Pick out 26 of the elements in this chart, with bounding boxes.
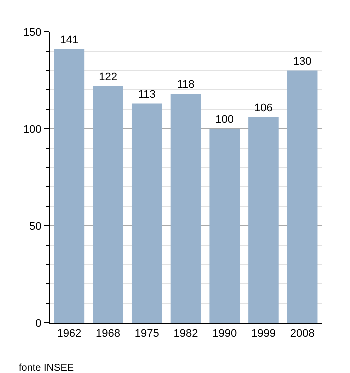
x-tick-label: 1975 bbox=[134, 328, 160, 340]
x-tick-label: 1968 bbox=[96, 328, 121, 340]
data-label: 118 bbox=[177, 79, 195, 92]
x-tick-label: 1990 bbox=[212, 328, 238, 340]
data-label: 122 bbox=[99, 71, 118, 84]
bar bbox=[170, 94, 202, 323]
bar bbox=[93, 86, 124, 323]
data-label: 130 bbox=[293, 56, 312, 68]
bar bbox=[210, 129, 240, 323]
data-label: 106 bbox=[254, 102, 273, 114]
y-tick-label: 150 bbox=[23, 26, 42, 39]
data-label: 100 bbox=[216, 114, 234, 126]
y-tick-label: 50 bbox=[30, 220, 42, 233]
x-tick-label: 1962 bbox=[57, 328, 82, 340]
bar bbox=[132, 104, 162, 323]
x-tick-label: 1999 bbox=[251, 328, 276, 340]
bar bbox=[287, 70, 318, 323]
data-label: 141 bbox=[60, 34, 79, 46]
data-label: 113 bbox=[138, 88, 156, 101]
x-tick-label: 1982 bbox=[174, 328, 198, 340]
y-tick-label: 100 bbox=[23, 124, 42, 136]
x-tick-label: 2008 bbox=[290, 328, 315, 340]
bar bbox=[54, 49, 85, 323]
source-note: fonte INSEE bbox=[19, 363, 74, 373]
bar bbox=[248, 117, 279, 323]
y-tick-label: 0 bbox=[36, 318, 42, 330]
